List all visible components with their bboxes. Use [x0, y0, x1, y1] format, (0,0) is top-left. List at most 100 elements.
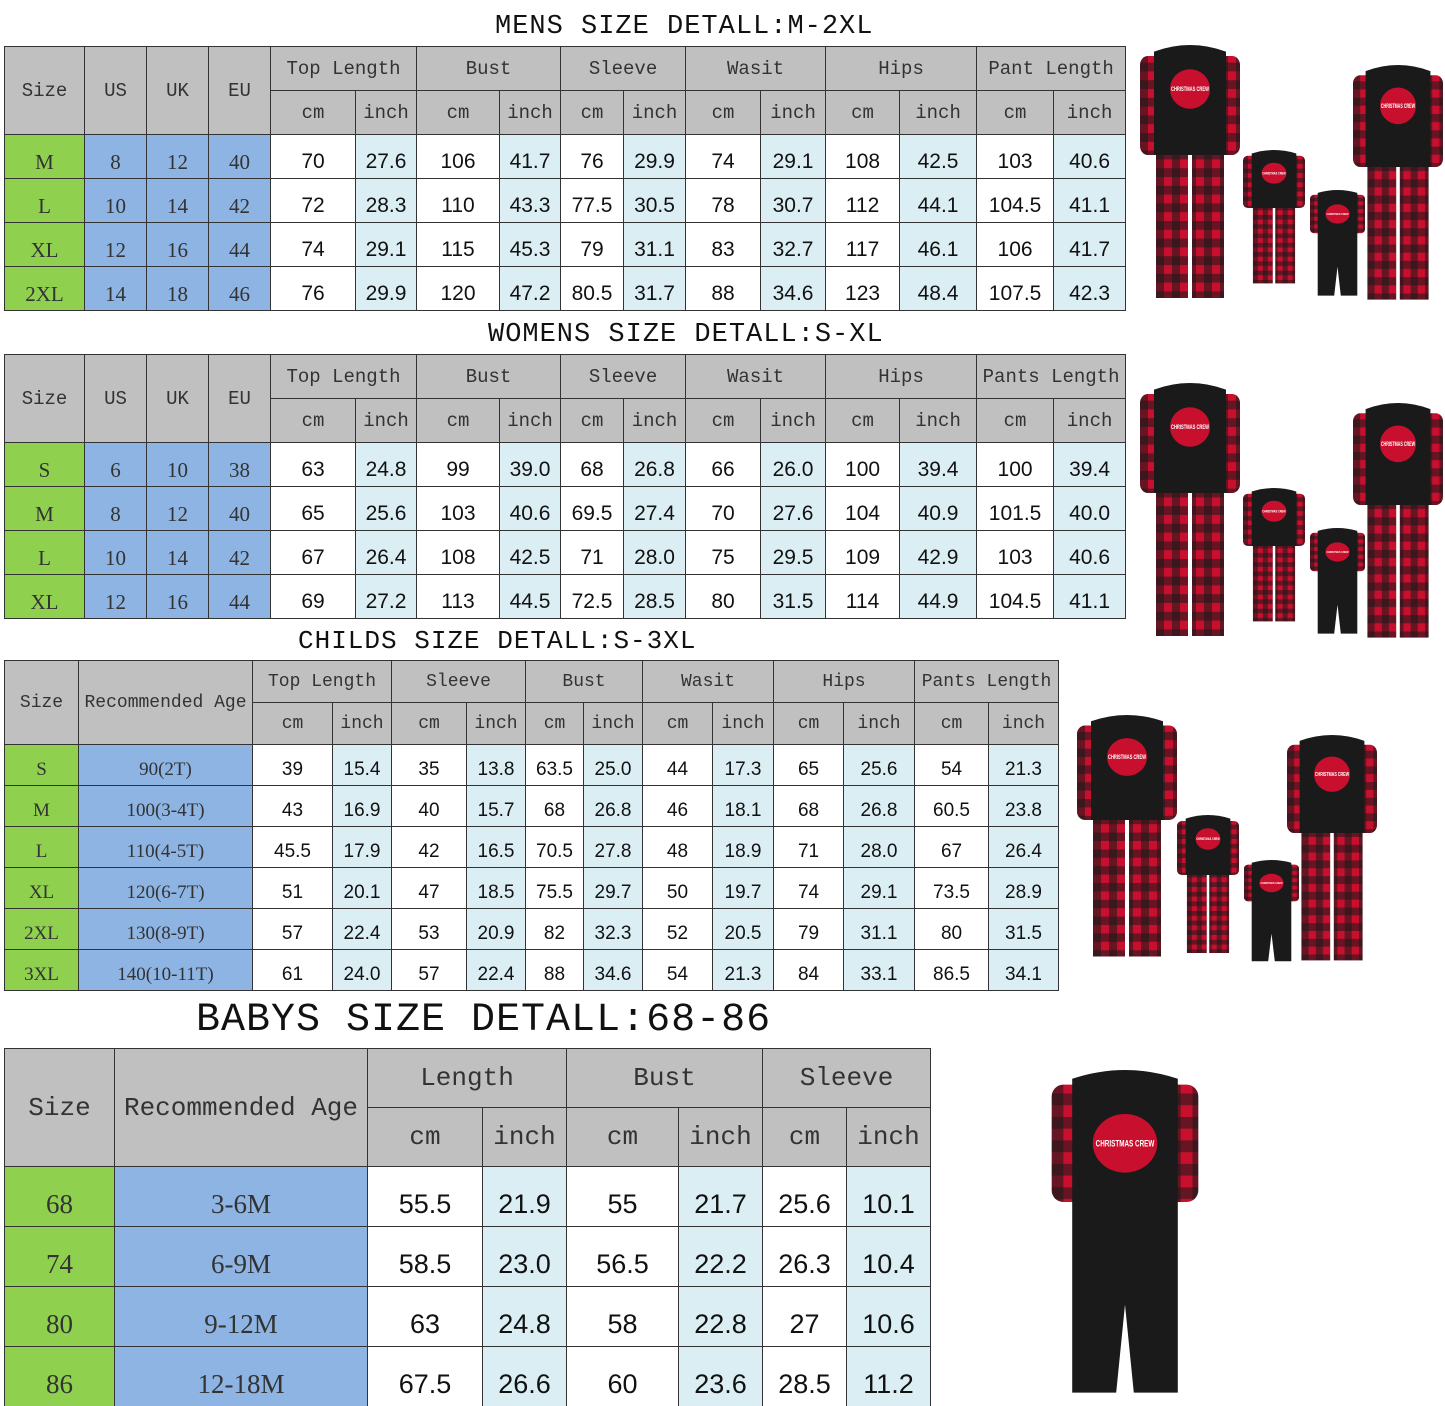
measure-cell: 51	[252, 867, 333, 909]
measure-cell: 15.4	[332, 744, 392, 786]
measure-cell: 56.5	[566, 1226, 679, 1287]
unit-header: inch	[988, 702, 1060, 745]
measure-cell: 24.8	[355, 442, 417, 487]
measure-cell: 29.1	[843, 867, 916, 909]
fit-cell: 10	[146, 442, 209, 487]
measure-cell: 80	[685, 574, 762, 619]
unit-header: cm	[642, 702, 713, 745]
measure-cell: 31.5	[760, 574, 827, 619]
baby-romper-image: CHRISTMAS CREW	[1051, 1070, 1199, 1393]
unit-header: inch	[760, 398, 827, 443]
shirt-print-text: CHRISTMAS CREW	[1381, 104, 1416, 110]
table-row: S 6 10 38 63 24.8 99 39.0 68 26.8 66 26.0 100 39.4 100…	[4, 442, 1127, 487]
measure-cell: 46.1	[899, 222, 978, 267]
measure-cell: 48	[642, 826, 713, 868]
unit-header: inch	[583, 702, 643, 745]
measure-cell: 27.6	[760, 486, 827, 531]
measure-cell: 82	[525, 908, 584, 950]
fit-cell: 40	[208, 486, 271, 531]
measure-cell: 78	[685, 178, 762, 223]
measure-cell: 104.5	[976, 178, 1055, 223]
measure-cell: 123	[825, 266, 901, 311]
fit-cell: 16	[146, 222, 209, 267]
group-header: Wasit	[685, 354, 827, 399]
measure-cell: 18.9	[711, 826, 775, 868]
measure-cell: 68	[525, 785, 584, 827]
measure-cell: 83	[685, 222, 762, 267]
table-row: M 8 12 40 65 25.6 103 40.6 69.5 27.4 70 27.6 104 40.9…	[4, 486, 1127, 531]
measure-cell: 66	[685, 442, 762, 487]
unit-header: inch	[623, 90, 687, 135]
measure-cell: 99	[416, 442, 500, 487]
group-header: Hips	[825, 354, 978, 399]
measure-cell: 40.6	[498, 486, 562, 531]
measure-cell: 113	[416, 574, 500, 619]
measure-cell: 108	[825, 134, 901, 179]
measure-cell: 20.1	[332, 867, 392, 909]
fit-cell: 130(8-9T)	[78, 908, 253, 950]
measure-cell: 45.3	[498, 222, 562, 267]
measure-cell: 106	[976, 222, 1055, 267]
unit-header: cm	[367, 1107, 483, 1167]
measure-cell: 68	[560, 442, 625, 487]
measure-cell: 18.1	[711, 785, 775, 827]
measure-cell: 79	[560, 222, 625, 267]
babys-size-table: Size Recommended Age Length Bust Sleeve cm inc…	[4, 1048, 932, 1406]
measure-cell: 25.6	[762, 1166, 848, 1227]
measure-cell: 27.6	[355, 134, 417, 179]
measure-cell: 16.9	[332, 785, 392, 827]
measure-cell: 33.1	[843, 949, 916, 991]
measure-cell: 24.0	[332, 949, 392, 991]
measure-cell: 103	[976, 134, 1055, 179]
table-row: 74 6-9M 58.5 23.0 56.5 22.2 26.3 10.4	[4, 1226, 932, 1287]
measure-cell: 41.7	[498, 134, 562, 179]
column-header: UK	[146, 46, 209, 135]
unit-header: cm	[391, 702, 467, 745]
measure-cell: 31.1	[623, 222, 687, 267]
measure-cell: 76	[270, 266, 356, 311]
fit-cell: 3-6M	[114, 1166, 368, 1227]
measure-cell: 10.1	[846, 1166, 932, 1227]
group-header: Hips	[773, 660, 916, 703]
measure-cell: 21.7	[677, 1166, 764, 1227]
column-header: Size	[4, 46, 85, 135]
measure-cell: 24.8	[482, 1286, 567, 1347]
measure-cell: 100	[825, 442, 901, 487]
size-cell: M	[4, 785, 79, 827]
fit-cell: 6	[84, 442, 147, 487]
table-row: 68 3-6M 55.5 21.9 55 21.7 25.6 10.1	[4, 1166, 932, 1227]
fit-cell: 10	[84, 178, 147, 223]
fit-cell: 90(2T)	[78, 744, 253, 786]
measure-cell: 25.6	[843, 744, 916, 786]
measure-cell: 107.5	[976, 266, 1055, 311]
measure-cell: 80	[914, 908, 990, 950]
measure-cell: 27.4	[623, 486, 687, 531]
group-header: Bust	[415, 354, 562, 399]
measure-cell: 23.0	[482, 1226, 567, 1287]
fit-cell: 12	[146, 486, 209, 531]
measure-cell: 120	[416, 266, 500, 311]
size-cell: 2XL	[4, 908, 79, 950]
measure-cell: 65	[270, 486, 356, 531]
measure-cell: 25.6	[355, 486, 417, 531]
measure-cell: 23.8	[988, 785, 1060, 827]
mens-title: MENS SIZE DETALL:M-2XL	[495, 12, 874, 42]
measure-cell: 80.5	[560, 266, 625, 311]
measure-cell: 58	[566, 1286, 679, 1347]
measure-cell: 44.9	[899, 574, 978, 619]
measure-cell: 23.6	[677, 1346, 764, 1406]
measure-cell: 55.5	[367, 1166, 483, 1227]
table-row: 86 12-18M 67.5 26.6 60 23.6 28.5 11.2	[4, 1346, 932, 1406]
column-header: Size	[4, 354, 85, 443]
measure-cell: 52	[642, 908, 713, 950]
measure-cell: 21.3	[988, 744, 1060, 786]
measure-cell: 74	[773, 867, 845, 909]
measure-cell: 10.6	[846, 1286, 932, 1347]
measure-cell: 39	[252, 744, 333, 786]
unit-row: cm inch cm inch cm inch cm inch cm inch cm inch	[5, 398, 1127, 443]
measure-cell: 108	[416, 530, 500, 575]
unit-header: inch	[899, 90, 978, 135]
measure-cell: 60	[566, 1346, 679, 1406]
measure-cell: 28.9	[988, 867, 1060, 909]
measure-cell: 75	[685, 530, 762, 575]
